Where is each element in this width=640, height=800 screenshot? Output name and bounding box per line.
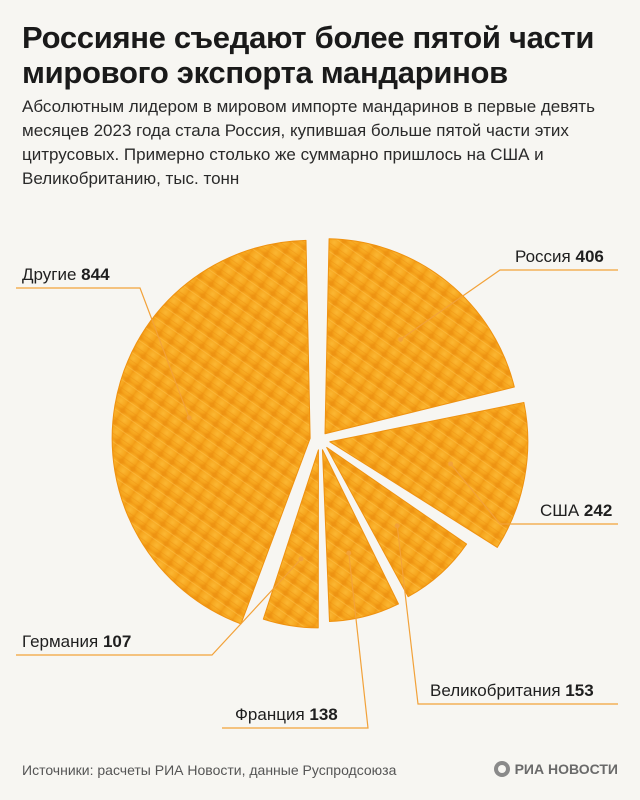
leader-line-2 xyxy=(396,525,618,705)
pie-slice-1 xyxy=(329,401,529,548)
slice-label-0: Россия 406 xyxy=(515,247,604,266)
ria-logo-icon xyxy=(493,761,510,777)
slice-label-1: США 242 xyxy=(540,501,612,520)
leader-line-3 xyxy=(222,552,369,729)
source-note: Источники: расчеты РИА Новости, данные Р… xyxy=(22,762,397,778)
ria-logo-text: РИА НОВОСТИ xyxy=(514,761,618,777)
slice-label-4: Германия 107 xyxy=(22,632,131,651)
pie-slice-4 xyxy=(262,449,319,629)
pie-chart: Россия 406 США 242 Великобритания 153 Франц… xyxy=(16,238,618,729)
pie-slice-3 xyxy=(321,449,399,623)
leader-line-1 xyxy=(450,463,618,525)
chart-subtitle: Абсолютным лидером в мировом импорте ман… xyxy=(22,97,595,188)
pie-slice-5 xyxy=(111,239,311,625)
leader-line-0 xyxy=(400,269,618,340)
slice-label-3: Франция 138 xyxy=(235,705,338,724)
pie-slice-2 xyxy=(326,446,468,598)
slice-label-5: Другие 844 xyxy=(22,265,110,284)
leader-line-4 xyxy=(16,558,302,656)
ria-logo: РИА НОВОСТИ xyxy=(493,761,618,777)
slice-label-2: Великобритания 153 xyxy=(430,681,594,700)
chart-title: Россияне съедают более пятой части миров… xyxy=(22,20,595,90)
leader-line-5 xyxy=(16,287,190,419)
pie-slice-0 xyxy=(324,238,515,435)
